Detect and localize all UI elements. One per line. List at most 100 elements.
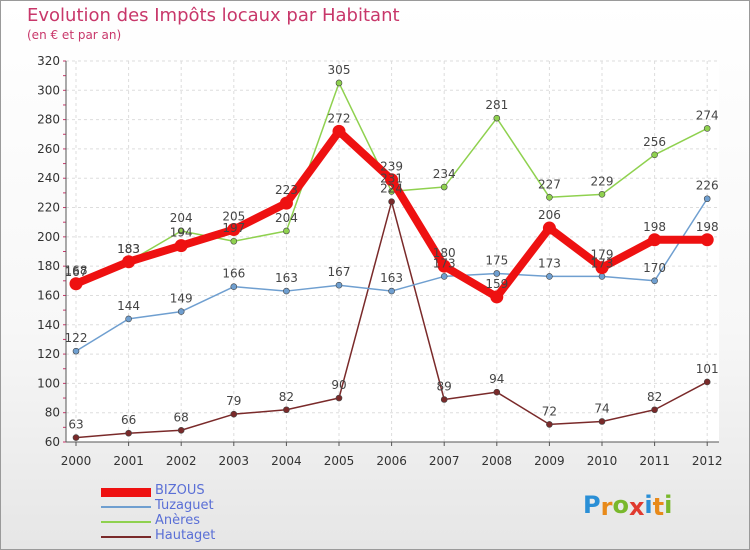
data-label-bizous: 183 <box>117 242 140 256</box>
data-point-bizous <box>385 173 399 187</box>
data-point-hautaget <box>546 421 553 428</box>
data-point-bizous <box>174 239 188 253</box>
logo-letter: r <box>600 493 613 521</box>
legend-swatch <box>101 506 151 508</box>
data-point-aneres <box>177 227 185 235</box>
y-tick-label: 240 <box>37 171 60 185</box>
data-label-aneres: 305 <box>328 63 351 77</box>
data-point-hautaget <box>335 394 343 402</box>
data-label-bizous: 206 <box>538 208 561 222</box>
data-point-bizous <box>122 255 136 269</box>
data-point-tuzaguet <box>546 273 553 280</box>
data-label-bizous: 239 <box>380 160 403 174</box>
data-point-hautaget <box>703 378 711 386</box>
y-tick-label: 300 <box>37 83 60 97</box>
chart-subtitle: (en € et par an) <box>27 28 122 42</box>
data-point-aneres <box>440 183 448 191</box>
x-tick-label: 2012 <box>692 454 723 468</box>
data-point-bizous <box>700 233 714 247</box>
x-tick-label: 2007 <box>429 454 460 468</box>
y-tick-label: 280 <box>37 113 60 127</box>
legend-label: Hautaget <box>155 528 216 543</box>
data-label-aneres: 204 <box>275 211 298 225</box>
data-label-hautaget: 90 <box>331 378 346 392</box>
data-label-hautaget: 79 <box>226 394 241 408</box>
data-point-aneres <box>283 227 290 235</box>
y-tick-label: 120 <box>37 347 60 361</box>
data-point-tuzaguet <box>651 277 658 285</box>
data-point-tuzaguet <box>388 287 395 295</box>
data-label-tuzaguet: 167 <box>328 265 351 279</box>
logo-letter: t <box>652 493 665 521</box>
logo-letter: x <box>628 493 645 521</box>
data-label-tuzaguet: 166 <box>222 267 245 281</box>
data-label-hautaget: 63 <box>68 418 83 432</box>
data-point-bizous <box>490 290 504 304</box>
data-point-tuzaguet <box>72 347 80 355</box>
data-point-aneres <box>703 125 711 132</box>
data-label-tuzaguet: 163 <box>275 271 298 285</box>
data-label-aneres: 256 <box>643 135 666 149</box>
data-label-hautaget: 74 <box>594 401 609 415</box>
legend-swatch <box>101 536 151 538</box>
data-label-hautaget: 72 <box>542 404 557 418</box>
legend-swatch <box>101 487 151 497</box>
x-tick-label: 2005 <box>324 454 355 468</box>
data-point-bizous <box>332 124 346 138</box>
x-tick-label: 2004 <box>271 454 302 468</box>
x-tick-label: 2001 <box>113 454 144 468</box>
data-label-aneres: 274 <box>696 108 719 122</box>
data-label-hautaget: 68 <box>174 410 189 424</box>
data-point-aneres <box>651 151 658 159</box>
data-point-tuzaguet <box>598 273 606 280</box>
data-label-bizous: 198 <box>696 220 719 234</box>
data-point-hautaget <box>125 429 132 437</box>
data-label-aneres: 167 <box>65 265 88 279</box>
legend-label: Anères <box>155 513 200 528</box>
data-label-hautaget: 94 <box>489 372 504 386</box>
data-label-bizous: 180 <box>433 246 456 260</box>
data-point-hautaget <box>493 388 501 396</box>
data-point-tuzaguet <box>493 270 501 277</box>
data-point-tuzaguet <box>283 287 290 295</box>
x-tick-label: 2008 <box>482 454 513 468</box>
data-label-aneres: 204 <box>170 211 193 225</box>
y-tick-label: 180 <box>37 259 60 273</box>
y-tick-label: 200 <box>37 230 60 244</box>
data-point-aneres <box>230 237 238 245</box>
data-label-tuzaguet: 144 <box>117 299 140 313</box>
data-label-tuzaguet: 122 <box>65 331 88 345</box>
data-label-hautaget: 66 <box>121 413 136 427</box>
data-point-bizous <box>279 196 293 210</box>
data-point-tuzaguet <box>177 308 185 315</box>
y-tick-label: 60 <box>45 435 60 449</box>
data-point-tuzaguet <box>703 195 711 203</box>
y-tick-label: 260 <box>37 142 60 156</box>
data-point-tuzaguet <box>125 315 132 323</box>
data-label-bizous: 205 <box>222 210 245 224</box>
y-tick-label: 140 <box>37 318 60 332</box>
x-tick-label: 2009 <box>534 454 565 468</box>
data-point-bizous <box>542 221 556 235</box>
data-point-tuzaguet <box>335 281 343 289</box>
y-tick-label: 100 <box>37 376 60 390</box>
data-point-bizous <box>227 223 241 237</box>
logo-letter: P <box>583 491 601 519</box>
data-point-hautaget <box>283 406 290 414</box>
data-point-hautaget <box>388 198 395 205</box>
x-tick-label: 2000 <box>61 454 92 468</box>
logo-letter: o <box>612 491 629 519</box>
data-label-hautaget: 82 <box>647 390 662 404</box>
data-point-bizous <box>595 261 609 275</box>
data-label-bizous: 194 <box>170 226 193 240</box>
data-point-aneres <box>598 191 606 198</box>
data-label-aneres: 229 <box>591 174 614 188</box>
data-label-aneres: 281 <box>485 98 508 112</box>
logo-letter: i <box>664 491 673 519</box>
data-label-aneres: 234 <box>433 167 456 181</box>
data-label-aneres: 231 <box>380 171 403 185</box>
data-point-hautaget <box>651 406 658 414</box>
legend-label: Tuzaguet <box>155 498 214 513</box>
